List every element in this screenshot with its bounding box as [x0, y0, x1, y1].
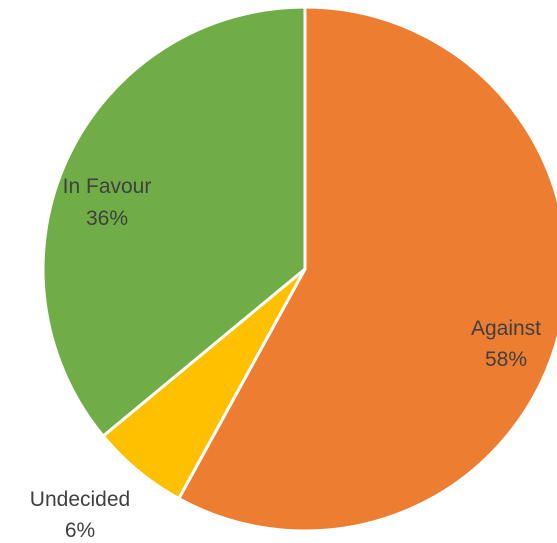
- value-against: 58%: [485, 348, 527, 371]
- slice-against: [177, 5, 557, 533]
- label-against: Against: [471, 317, 541, 340]
- pie-slices: [41, 5, 557, 533]
- pie-labels: Against 58% Undecided 6% In Favour 36%: [30, 175, 541, 542]
- value-undecided: 6%: [65, 519, 95, 542]
- label-undecided: Undecided: [30, 488, 130, 511]
- slice-in-favour: [41, 5, 307, 438]
- value-in-favour: 36%: [86, 207, 128, 230]
- label-in-favour: In Favour: [63, 175, 152, 198]
